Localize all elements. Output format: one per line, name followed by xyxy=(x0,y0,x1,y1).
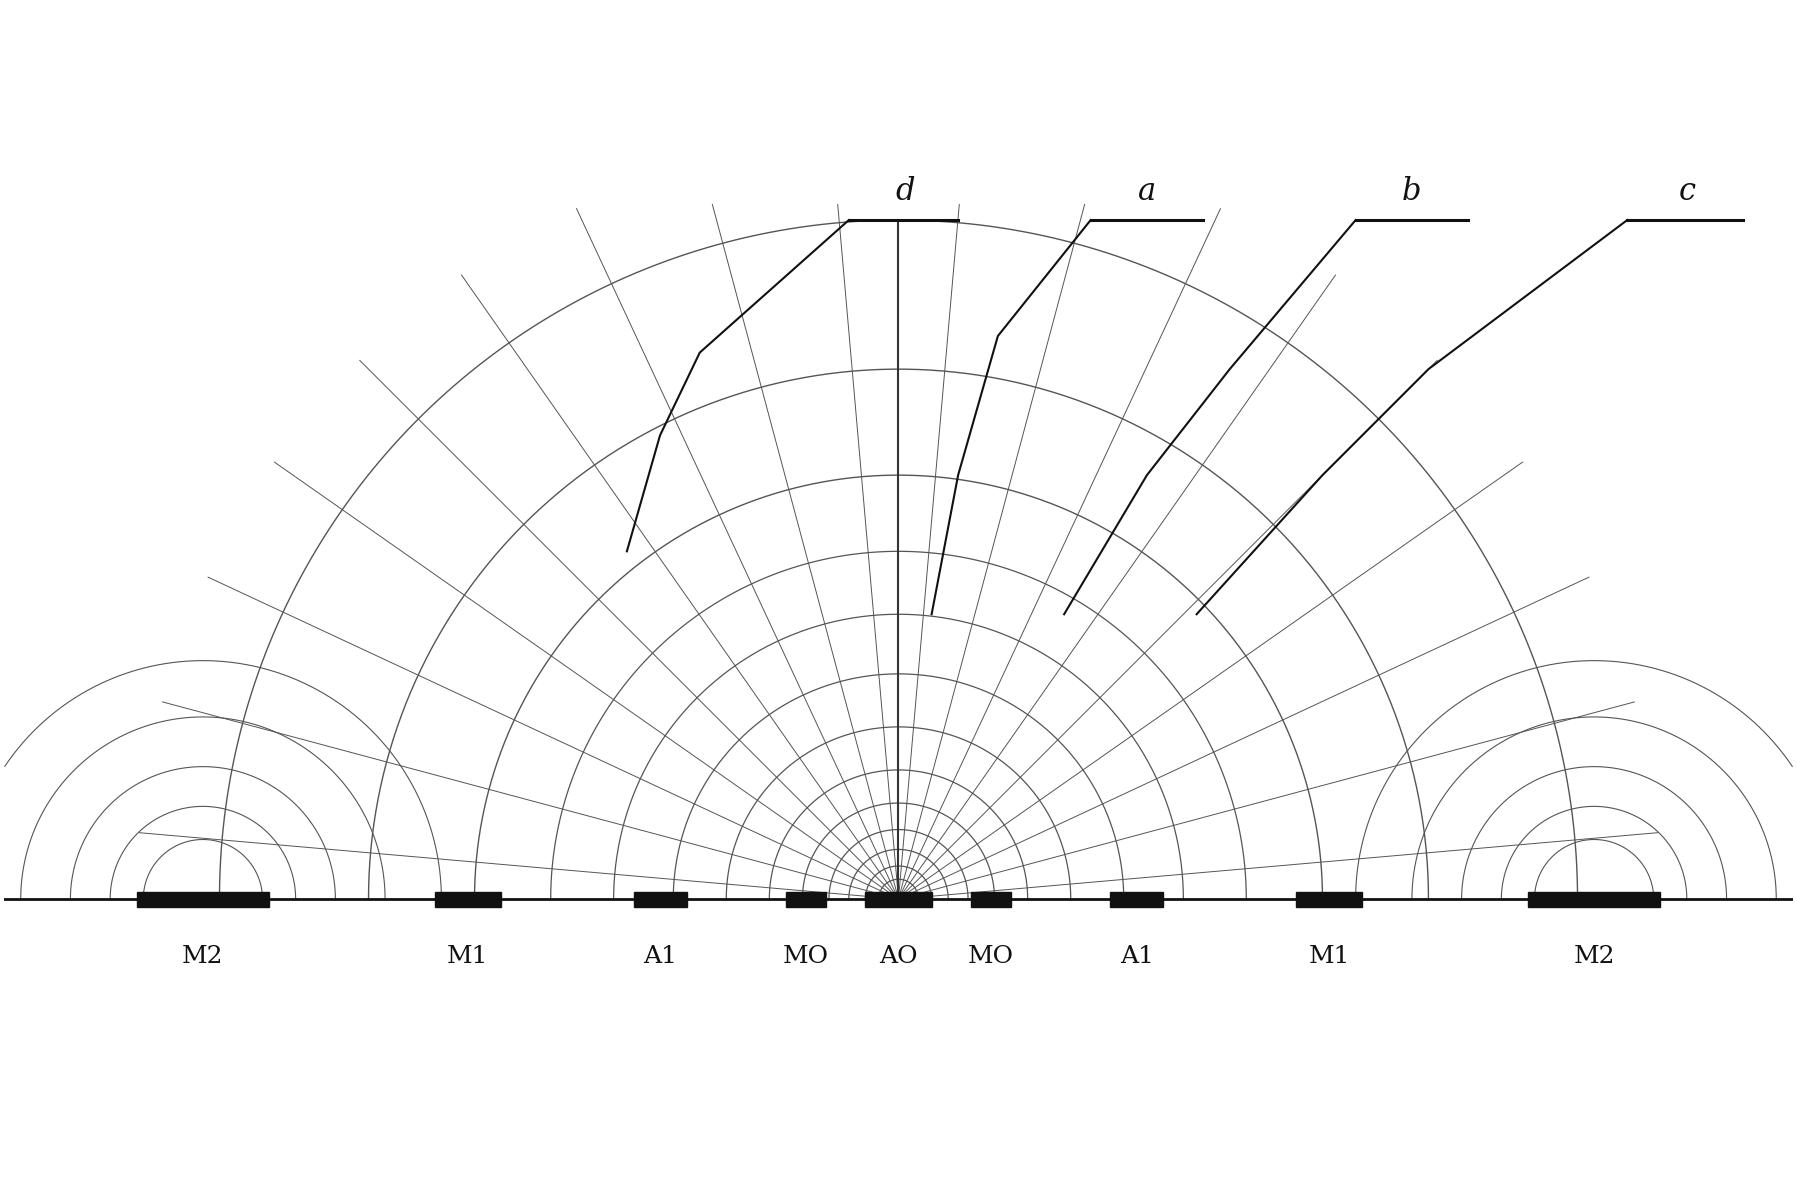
Text: A1: A1 xyxy=(643,946,677,969)
Bar xyxy=(972,892,1012,906)
Text: c: c xyxy=(1678,175,1695,207)
Text: M1: M1 xyxy=(1308,946,1350,969)
Text: AO: AO xyxy=(879,946,918,969)
Bar xyxy=(137,892,270,906)
Text: M2: M2 xyxy=(1574,946,1616,969)
Text: a: a xyxy=(1138,175,1155,207)
Bar xyxy=(785,892,825,906)
Text: M2: M2 xyxy=(181,946,223,969)
Text: MO: MO xyxy=(969,946,1014,969)
Text: MO: MO xyxy=(783,946,828,969)
Text: M1: M1 xyxy=(447,946,489,969)
Bar xyxy=(866,892,931,906)
Bar xyxy=(634,892,686,906)
Bar xyxy=(1111,892,1163,906)
Bar xyxy=(435,892,501,906)
Text: d: d xyxy=(895,175,915,207)
Bar xyxy=(1296,892,1362,906)
Text: b: b xyxy=(1402,175,1421,207)
Text: A1: A1 xyxy=(1120,946,1154,969)
Bar xyxy=(1527,892,1660,906)
